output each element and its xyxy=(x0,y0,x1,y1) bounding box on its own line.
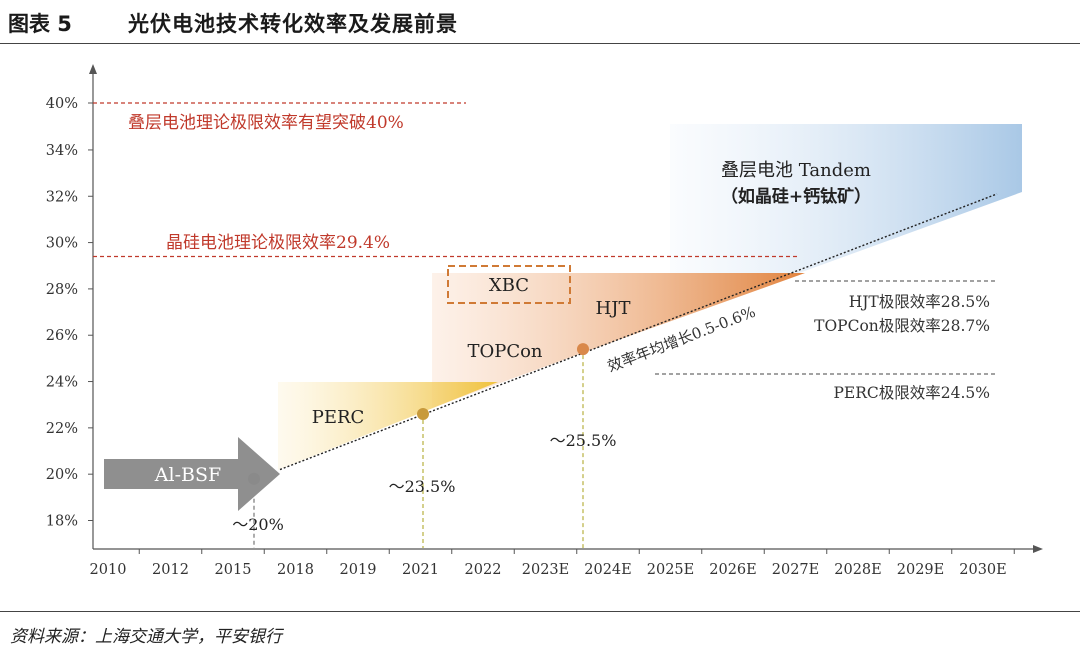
y-tick-label: 26% xyxy=(46,328,78,344)
y-tick-label: 20% xyxy=(46,467,78,483)
perc-label: PERC xyxy=(312,407,365,428)
x-tick-label: 2022 xyxy=(465,562,502,578)
technology-regions xyxy=(278,124,1022,470)
chart-labels: Al-BSF XBC ～20% ～23.5% ～25.5% PERC TOPCon HJT 叠层… xyxy=(154,160,871,534)
topcon-limit-label: TOPCon极限效率28.7% xyxy=(814,317,990,335)
xbc-label: XBC xyxy=(489,275,529,296)
x-tick-label: 2024E xyxy=(584,562,632,578)
al-bsf-label: Al-BSF xyxy=(154,464,221,486)
chart-axes: 2010 2012 2015 2018 2019 2021 2022 2023E 2024E 20… xyxy=(46,64,1043,578)
x-tick-label: 2015 xyxy=(215,562,252,578)
value-label-perc: ～23.5% xyxy=(389,477,456,496)
hjt-label: HJT xyxy=(596,298,631,319)
hjt-limit-label: HJT极限效率28.5% xyxy=(849,293,990,311)
x-tick-label: 2018 xyxy=(277,562,314,578)
tandem-region xyxy=(670,124,1022,320)
source-note: 资料来源：上海交通大学，平安银行 xyxy=(10,627,282,647)
x-tick-label: 2027E xyxy=(772,562,820,578)
data-marks xyxy=(104,265,589,511)
x-tick-label: 2012 xyxy=(152,562,189,578)
al-bsf-arrow xyxy=(104,437,280,511)
topcon-label: TOPCon xyxy=(467,341,542,362)
trend-line xyxy=(279,193,998,471)
efficiency-chart: 2010 2012 2015 2018 2019 2021 2022 2023E 2024E 20… xyxy=(46,64,1043,578)
perc-region xyxy=(278,382,498,470)
x-tick-label: 2019 xyxy=(340,562,377,578)
y-tick-label: 32% xyxy=(46,189,78,205)
x-tick-label: 2021 xyxy=(402,562,439,578)
y-tick-label: 40% xyxy=(46,96,78,112)
topcon-hjt-region xyxy=(432,273,805,408)
xbc-box xyxy=(447,265,571,304)
y-tick-label: 18% xyxy=(46,514,78,530)
x-tick-label: 2026E xyxy=(709,562,757,578)
point-al-bsf xyxy=(248,472,260,485)
silicon-limit-label: 晶硅电池理论极限效率29.4% xyxy=(166,233,390,253)
y-tick-label: 28% xyxy=(46,282,78,298)
point-topcon xyxy=(577,343,589,356)
footer-rule xyxy=(0,611,1080,612)
y-tick-label: 22% xyxy=(46,421,78,437)
x-tick-label: 2023E xyxy=(522,562,570,578)
tandem-limit-label: 叠层电池理论极限效率有望突破40% xyxy=(128,113,404,133)
x-tick-label: 2010 xyxy=(90,562,127,578)
x-tick-label: 2029E xyxy=(897,562,945,578)
perc-limit-label: PERC极限效率24.5% xyxy=(833,384,990,402)
y-axis-arrow xyxy=(89,64,97,74)
x-axis-arrow xyxy=(1033,545,1043,553)
y-tick-label: 24% xyxy=(46,375,78,391)
tandem-label: 叠层电池 Tandem xyxy=(721,160,871,181)
figure-label: 图表 5 xyxy=(8,12,72,36)
y-tick-label: 30% xyxy=(46,236,78,252)
reference-lines: 叠层电池理论极限效率有望突破40% 晶硅电池理论极限效率29.4% HJT极限效率2… xyxy=(93,102,995,402)
figure-header: 图表 5 光伏电池技术转化效率及发展前景 xyxy=(0,0,1080,44)
point-perc xyxy=(417,407,429,420)
value-label-topcon: ～25.5% xyxy=(550,431,617,450)
y-tick-label: 34% xyxy=(46,143,78,159)
header-rule xyxy=(0,43,1080,44)
tandem-sub-label: （如晶硅+钙钛矿） xyxy=(721,186,871,207)
x-tick-label: 2028E xyxy=(834,562,882,578)
x-tick-label: 2030E xyxy=(959,562,1007,578)
x-tick-label: 2025E xyxy=(647,562,695,578)
value-label-al-bsf: ～20% xyxy=(232,515,284,534)
figure-title: 光伏电池技术转化效率及发展前景 xyxy=(128,12,458,36)
